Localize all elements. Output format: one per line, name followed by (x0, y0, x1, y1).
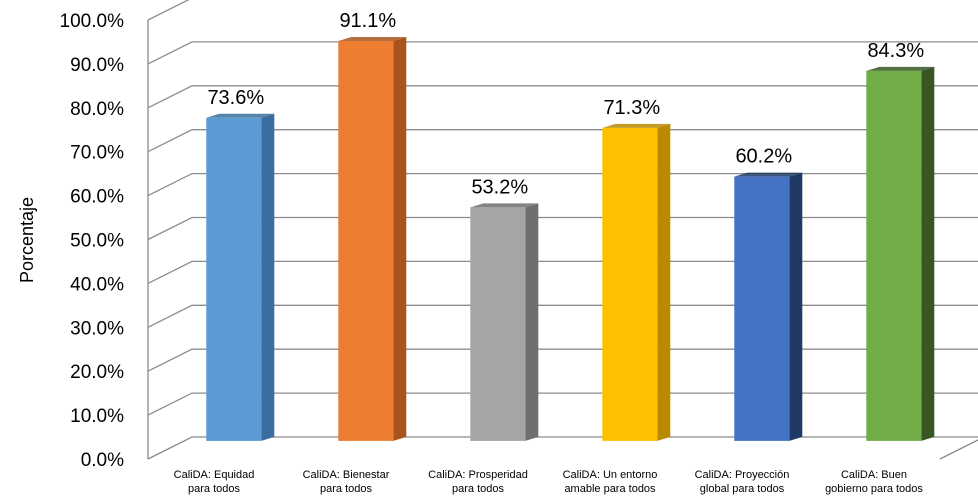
gridline (147, 260, 978, 284)
gridline (147, 348, 978, 372)
bar-side (657, 123, 671, 441)
y-tick-label: 40.0% (70, 274, 124, 295)
bar-front (734, 176, 790, 441)
bar-front (602, 127, 658, 441)
y-tick-label: 90.0% (70, 55, 124, 76)
bar (734, 172, 803, 441)
gridline (147, 0, 190, 21)
gridline (147, 304, 978, 328)
y-tick-label: 80.0% (70, 99, 124, 120)
bar-front (470, 207, 526, 441)
gridline (147, 392, 978, 416)
gridline (147, 216, 978, 241)
gridline (147, 41, 978, 65)
bar (470, 203, 539, 441)
bar-front (866, 70, 922, 441)
data-label: 71.3% (603, 97, 660, 119)
bar-top (206, 113, 275, 118)
data-label: 73.6% (207, 87, 264, 109)
y-tick-label: 60.0% (70, 187, 124, 208)
data-label: 84.3% (867, 40, 924, 62)
gridline (147, 85, 978, 109)
category-labels: CaliDA: Equidad para todos CaliDA: Bienest… (174, 469, 924, 495)
y-axis-title: Porcentaje (17, 197, 37, 283)
y-tick-label: 20.0% (70, 362, 124, 383)
y-tick-label: 10.0% (70, 406, 124, 427)
bar (338, 36, 407, 441)
gridline (147, 129, 978, 153)
gridline (147, 436, 978, 460)
bar-top (602, 123, 671, 128)
bar-side (393, 36, 407, 441)
bar-top (866, 66, 935, 71)
floor-edge (939, 439, 978, 460)
gridline (147, 172, 978, 197)
bar-side (921, 66, 935, 441)
bar-front (206, 117, 262, 441)
y-tick-label: 70.0% (70, 143, 124, 164)
y-tick-label: 50.0% (70, 231, 124, 252)
category-label: CaliDA: Bienestar para todos (303, 469, 390, 495)
bars (206, 36, 935, 441)
category-label: CaliDA: Buen gobierno para todos (825, 469, 923, 495)
category-label: CaliDA: Prosperidad para todos (428, 469, 528, 495)
y-tick-label: 100.0% (60, 11, 125, 32)
bar-top (338, 36, 407, 41)
bar (602, 123, 671, 441)
data-label: 91.1% (339, 10, 396, 32)
category-label: CaliDA: Equidad para todos (174, 469, 255, 495)
y-tick-label: 0.0% (81, 450, 124, 471)
data-label: 53.2% (471, 176, 528, 198)
bar (866, 66, 935, 441)
bar-top (470, 203, 539, 208)
data-label: 60.2% (735, 146, 792, 168)
bar-side (261, 113, 275, 441)
bar (206, 113, 275, 441)
bar-side (789, 172, 803, 441)
y-tick-labels: 0.0% 10.0% 20.0% 30.0% 40.0% 50.0% 60.0% 70.0% 8… (60, 11, 125, 471)
bar-side (525, 203, 539, 441)
grid-layer (147, 0, 978, 460)
y-tick-label: 30.0% (70, 318, 124, 339)
category-label: CaliDA: Proyección global para todos (695, 469, 790, 495)
category-label: CaliDA: Un entorno amable para todos (563, 469, 658, 495)
bar-front (338, 40, 394, 441)
data-labels: 73.6% 91.1% 53.2% 71.3% 60.2% 84.3% (207, 10, 924, 198)
bar-top (734, 172, 803, 177)
